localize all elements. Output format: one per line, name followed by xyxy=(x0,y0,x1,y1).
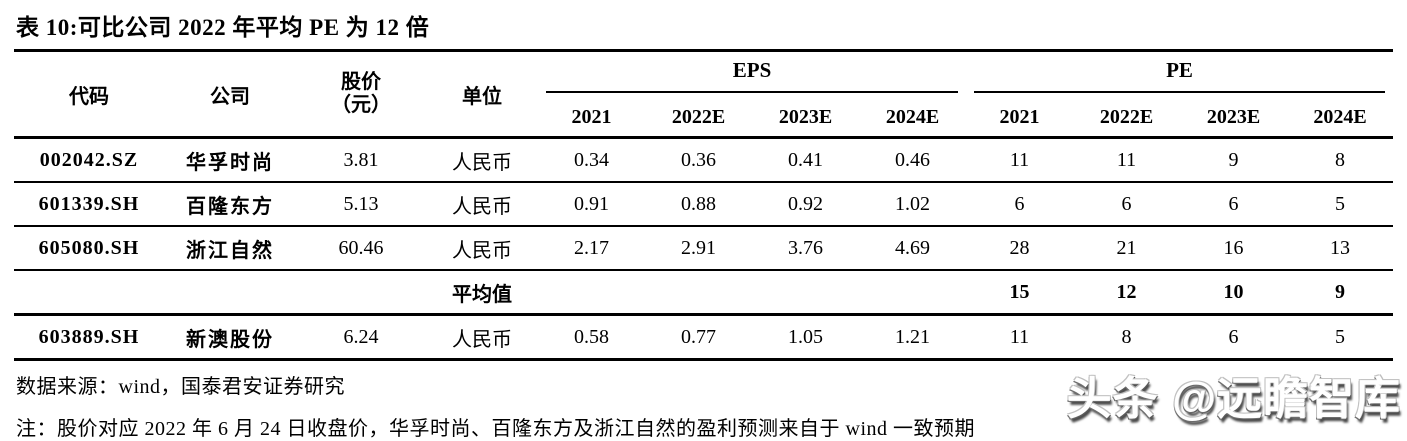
header-group-row: 代码 公司 股价 （元） 单位 EPS PE xyxy=(14,52,1393,139)
cell-pe-2024e: 13 xyxy=(1287,225,1394,270)
cell-pe-2023e: 6 xyxy=(1180,313,1288,360)
cell-eps-2021 xyxy=(538,269,645,315)
cell-pe-2021: 6 xyxy=(966,181,1074,226)
col-header-eps-2021: 2021 xyxy=(538,98,645,139)
cell-pe-2024e: 9 xyxy=(1287,269,1394,315)
cell-unit: 人民币 xyxy=(426,225,538,270)
cell-eps-2024e: 0.46 xyxy=(859,136,967,182)
col-header-eps-2022e: 2022E xyxy=(645,98,752,139)
col-header-pe-2023e: 2023E xyxy=(1180,98,1288,139)
cell-pe-2021: 11 xyxy=(966,313,1074,360)
cell-eps-2023e: 1.05 xyxy=(752,313,859,360)
cell-code: 603889.SH xyxy=(14,313,164,360)
cell-code: 601339.SH xyxy=(14,181,164,226)
cell-company xyxy=(164,269,296,315)
group-header-pe: PE xyxy=(966,52,1393,98)
table-row: 002042.SZ 华孚时尚 3.81 人民币 0.34 0.36 0.41 0.46 11 11… xyxy=(14,136,1394,182)
cell-unit: 人民币 xyxy=(426,136,538,182)
cell-price: 6.24 xyxy=(296,313,426,360)
price-header-line1: 股价 xyxy=(341,71,381,93)
cell-code: 605080.SH xyxy=(14,225,164,270)
cell-pe-2022e: 21 xyxy=(1073,225,1181,270)
cell-eps-2024e: 4.69 xyxy=(859,225,967,270)
col-header-eps-2023e: 2023E xyxy=(752,98,859,139)
price-header-line2: （元） xyxy=(331,94,391,116)
cell-price: 5.13 xyxy=(296,181,426,226)
cell-code: 002042.SZ xyxy=(14,136,164,182)
col-header-pe-2022e: 2022E xyxy=(1073,98,1181,139)
col-header-pe-2021: 2021 xyxy=(966,98,1074,139)
col-header-pe-2024e: 2024E xyxy=(1287,98,1394,139)
cell-price xyxy=(296,269,426,315)
cell-company: 浙江自然 xyxy=(164,225,296,270)
table-row: 605080.SH 浙江自然 60.46 人民币 2.17 2.91 3.76 4.69 28 2… xyxy=(14,225,1394,270)
col-header-eps-2024e: 2024E xyxy=(859,98,967,139)
col-header-company: 公司 xyxy=(164,52,296,139)
cell-unit: 人民币 xyxy=(426,313,538,360)
cell-pe-2022e: 12 xyxy=(1073,269,1181,315)
cell-pe-2022e: 6 xyxy=(1073,181,1181,226)
cell-company: 华孚时尚 xyxy=(164,136,296,182)
cell-pe-2023e: 10 xyxy=(1180,269,1288,315)
cell-eps-2022e: 0.36 xyxy=(645,136,752,182)
cell-eps-2022e: 2.91 xyxy=(645,225,752,270)
col-header-code: 代码 xyxy=(14,52,164,139)
comparable-companies-table: 代码 公司 股价 （元） 单位 EPS PE 2021 2022E 2023E … xyxy=(14,52,1394,361)
cell-pe-2024e: 8 xyxy=(1287,136,1394,182)
table-body: 002042.SZ 华孚时尚 3.81 人民币 0.34 0.36 0.41 0.46 11 11… xyxy=(14,136,1394,360)
cell-eps-2021: 2.17 xyxy=(538,225,645,270)
cell-eps-2021: 0.58 xyxy=(538,313,645,360)
cell-eps-2023e: 0.41 xyxy=(752,136,859,182)
cell-pe-2021: 15 xyxy=(966,269,1074,315)
col-header-unit: 单位 xyxy=(426,52,538,139)
cell-pe-2021: 28 xyxy=(966,225,1074,270)
table-row: 601339.SH 百隆东方 5.13 人民币 0.91 0.88 0.92 1.02 6 6 6 5 xyxy=(14,181,1394,226)
table-title: 表 10:可比公司 2022 年平均 PE 为 12 倍 xyxy=(14,6,1393,52)
header-years-row: 2021 2022E 2023E 2024E 2021 2022E 2023E … xyxy=(14,98,1394,139)
cell-eps-2024e xyxy=(859,269,967,315)
table-row: 603889.SH 新澳股份 6.24 人民币 0.58 0.77 1.05 1.21 11 8 6… xyxy=(14,313,1394,360)
cell-pe-2023e: 16 xyxy=(1180,225,1288,270)
cell-pe-2022e: 8 xyxy=(1073,313,1181,360)
col-header-price: 股价 （元） xyxy=(296,52,426,139)
cell-eps-2024e: 1.21 xyxy=(859,313,967,360)
cell-price: 60.46 xyxy=(296,225,426,270)
cell-company: 百隆东方 xyxy=(164,181,296,226)
cell-eps-2022e: 0.88 xyxy=(645,181,752,226)
cell-eps-2023e: 0.92 xyxy=(752,181,859,226)
cell-code xyxy=(14,269,164,315)
data-source-note: 数据来源：wind，国泰君安证券研究 xyxy=(16,376,345,398)
cell-unit: 人民币 xyxy=(426,181,538,226)
pe-group-label: PE xyxy=(974,52,1386,93)
cell-pe-2024e: 5 xyxy=(1287,181,1394,226)
cell-pe-2023e: 6 xyxy=(1180,181,1288,226)
watermark: 头条 @远瞻智库 xyxy=(1066,373,1401,424)
cell-eps-2024e: 1.02 xyxy=(859,181,967,226)
cell-eps-2023e xyxy=(752,269,859,315)
cell-price: 3.81 xyxy=(296,136,426,182)
table-header: 代码 公司 股价 （元） 单位 EPS PE 2021 2022E 2023E … xyxy=(14,52,1394,139)
average-row: 平均值 15 12 10 9 xyxy=(14,269,1394,315)
cell-eps-2023e: 3.76 xyxy=(752,225,859,270)
cell-eps-2021: 0.34 xyxy=(538,136,645,182)
cell-pe-2024e: 5 xyxy=(1287,313,1394,360)
eps-group-label: EPS xyxy=(546,52,959,93)
cell-average-label: 平均值 xyxy=(426,269,538,315)
cell-eps-2022e xyxy=(645,269,752,315)
cell-pe-2021: 11 xyxy=(966,136,1074,182)
cell-pe-2022e: 11 xyxy=(1073,136,1181,182)
cell-eps-2022e: 0.77 xyxy=(645,313,752,360)
group-header-eps: EPS xyxy=(538,52,966,98)
cell-company: 新澳股份 xyxy=(164,313,296,360)
cell-eps-2021: 0.91 xyxy=(538,181,645,226)
cell-pe-2023e: 9 xyxy=(1180,136,1288,182)
